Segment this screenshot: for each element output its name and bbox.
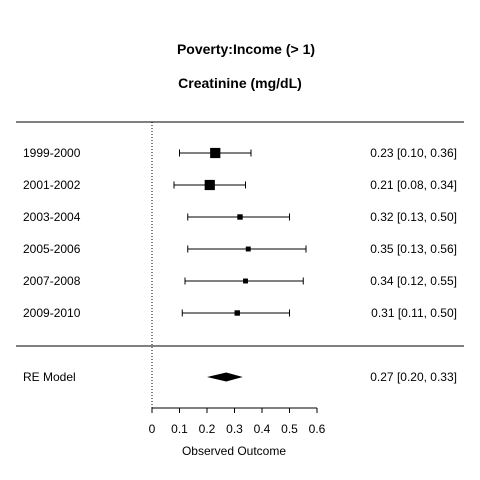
study-row: 2005-2006 0.35 [0.13, 0.56] xyxy=(23,242,457,256)
ci-text: 0.31 [0.11, 0.50] xyxy=(371,306,457,320)
study-row: 2001-2002 0.21 [0.08, 0.34] xyxy=(23,178,457,192)
summary-ci-text: 0.27 [0.20, 0.33] xyxy=(370,370,457,384)
ci-text: 0.21 [0.08, 0.34] xyxy=(370,178,457,192)
x-axis-label: Observed Outcome xyxy=(182,444,286,458)
study-label: 2003-2004 xyxy=(23,210,81,224)
study-row: 2003-2004 0.32 [0.13, 0.50] xyxy=(23,210,457,224)
point-estimate xyxy=(243,278,248,284)
ci-text: 0.34 [0.12, 0.55] xyxy=(370,274,457,288)
x-tick-label: 0.1 xyxy=(171,422,188,436)
study-row: 1999-2000 0.23 [0.10, 0.36] xyxy=(23,146,457,160)
point-estimate xyxy=(234,310,240,316)
point-estimate xyxy=(210,147,221,159)
study-row: 2009-2010 0.31 [0.11, 0.50] xyxy=(23,306,457,320)
x-tick-label: 0.4 xyxy=(254,422,271,436)
ci-text: 0.32 [0.13, 0.50] xyxy=(370,210,457,224)
summary-row: RE Model 0.27 [0.20, 0.33] xyxy=(23,370,457,384)
study-label: 1999-2000 xyxy=(23,146,81,160)
study-label: 2009-2010 xyxy=(23,306,81,320)
x-tick-label: 0.3 xyxy=(226,422,243,436)
x-tick-label: 0.5 xyxy=(281,422,298,436)
point-estimate xyxy=(237,214,243,220)
point-estimate xyxy=(245,246,251,252)
x-tick-label: 0 xyxy=(149,422,156,436)
x-tick-label: 0.6 xyxy=(309,422,326,436)
ci-text: 0.23 [0.10, 0.36] xyxy=(370,146,457,160)
study-row: 2007-2008 0.34 [0.12, 0.55] xyxy=(23,274,457,288)
point-estimate xyxy=(204,179,215,191)
ci-text: 0.35 [0.13, 0.56] xyxy=(370,242,457,256)
study-label: 2007-2008 xyxy=(23,274,81,288)
x-tick-label: 0.2 xyxy=(199,422,216,436)
chart-subtitle: Creatinine (mg/dL) xyxy=(178,75,302,91)
summary-label: RE Model xyxy=(23,370,76,384)
chart-title: Poverty:Income (> 1) xyxy=(177,41,315,57)
study-label: 2005-2006 xyxy=(23,242,81,256)
study-label: 2001-2002 xyxy=(23,178,81,192)
summary-diamond xyxy=(207,372,243,382)
